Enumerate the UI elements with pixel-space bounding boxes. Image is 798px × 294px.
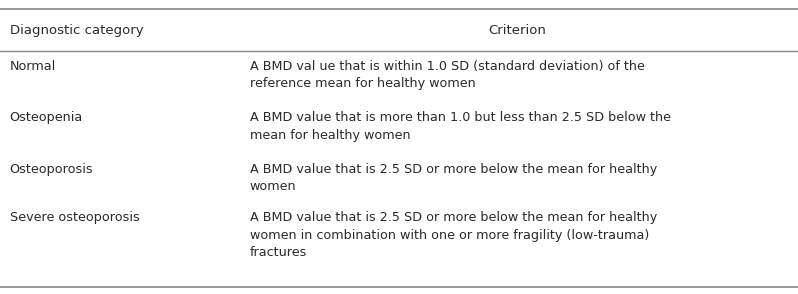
Text: Diagnostic category: Diagnostic category: [10, 24, 143, 37]
Text: Normal: Normal: [10, 60, 56, 73]
Text: A BMD value that is 2.5 SD or more below the mean for healthy
women: A BMD value that is 2.5 SD or more below…: [250, 163, 657, 193]
Text: Criterion: Criterion: [488, 24, 546, 37]
Text: Severe osteoporosis: Severe osteoporosis: [10, 211, 140, 224]
Text: Osteoporosis: Osteoporosis: [10, 163, 93, 176]
Text: A BMD value that is more than 1.0 but less than 2.5 SD below the
mean for health: A BMD value that is more than 1.0 but le…: [250, 111, 671, 142]
Text: Osteopenia: Osteopenia: [10, 111, 83, 124]
Text: A BMD value that is 2.5 SD or more below the mean for healthy
women in combinati: A BMD value that is 2.5 SD or more below…: [250, 211, 657, 259]
Text: A BMD val ue that is within 1.0 SD (standard deviation) of the
reference mean fo: A BMD val ue that is within 1.0 SD (stan…: [250, 60, 645, 90]
